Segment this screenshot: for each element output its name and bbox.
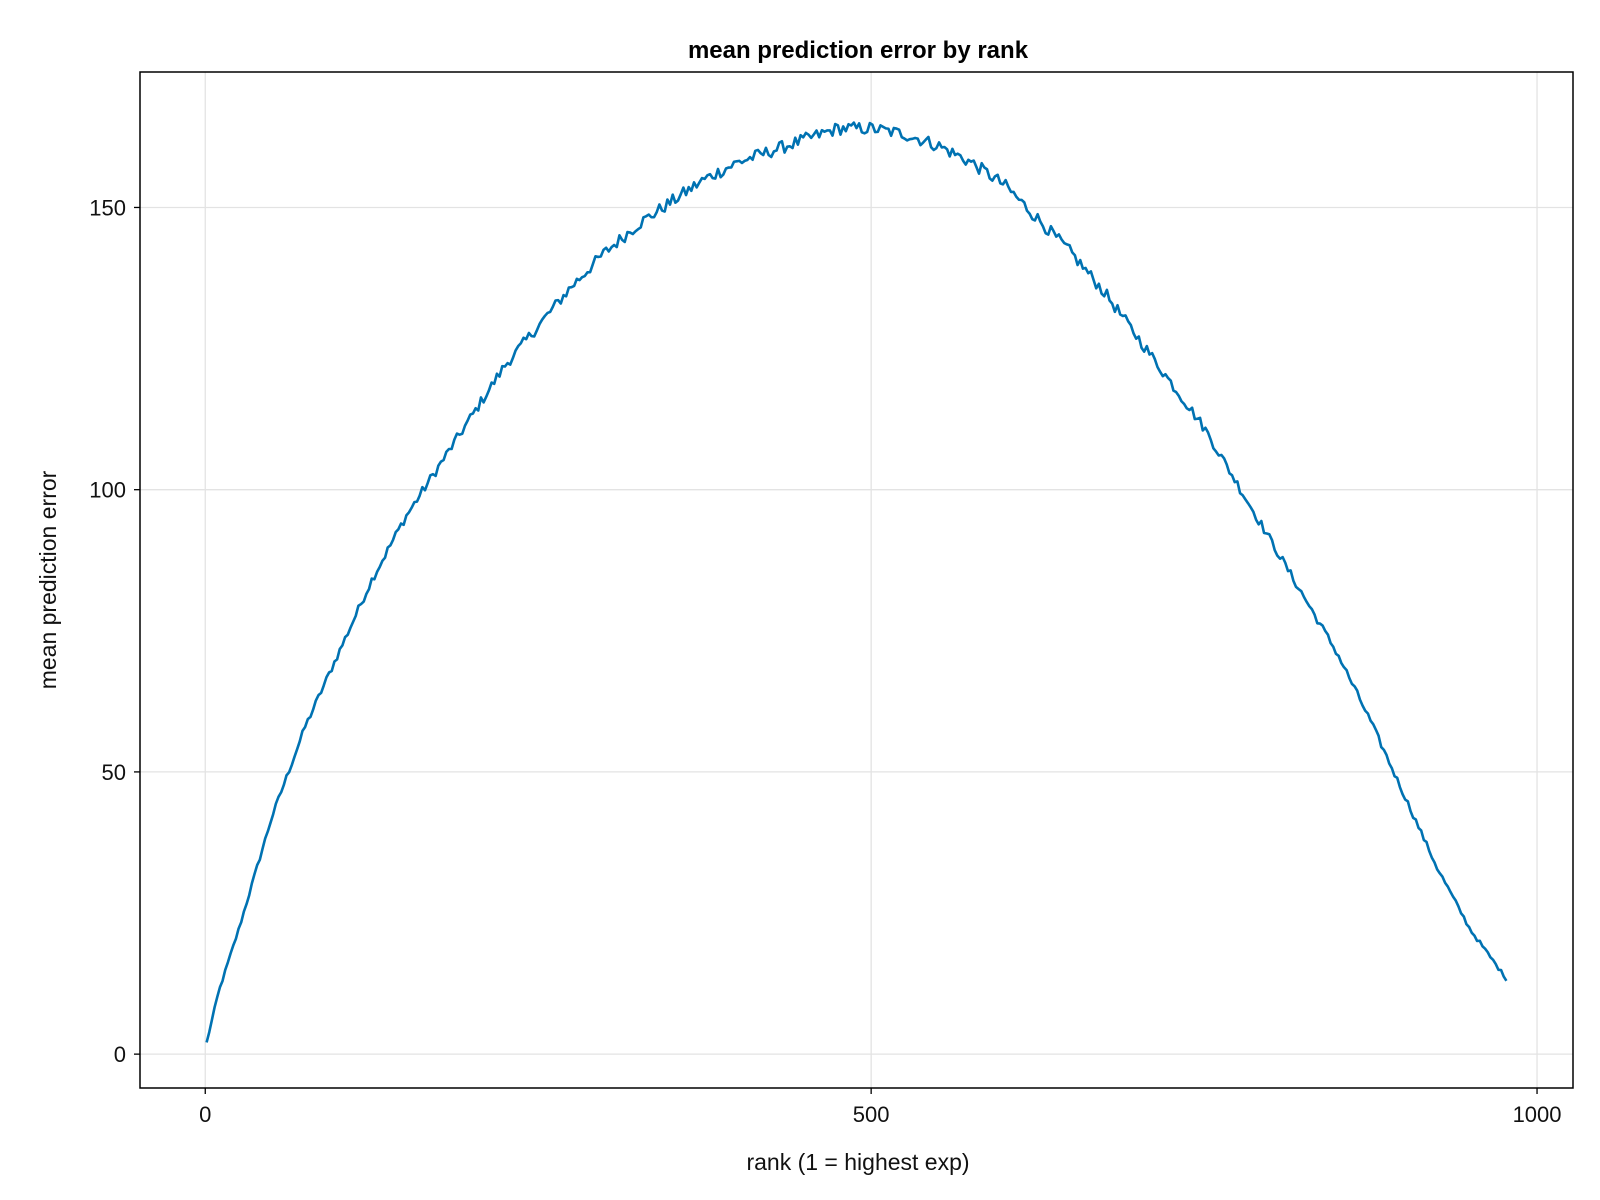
x-tick-label: 500	[853, 1102, 890, 1127]
chart-title: mean prediction error by rank	[688, 37, 1029, 64]
x-axis-label: rank (1 = highest exp)	[746, 1149, 969, 1175]
y-tick-label: 100	[89, 478, 126, 503]
series-group	[205, 121, 1508, 1043]
x-tick-label: 0	[199, 1102, 211, 1127]
y-tick-label: 0	[114, 1042, 126, 1067]
series-line-0	[205, 121, 1508, 1043]
axis-ticks: 0 500 1000 0 50 100 150	[89, 195, 1561, 1127]
plot-frame	[139, 71, 1574, 1089]
y-axis-label: mean prediction error	[35, 470, 61, 689]
x-tick-label: 1000	[1513, 1102, 1562, 1127]
y-tick-label: 150	[89, 195, 126, 220]
gridlines	[140, 72, 1573, 1088]
y-tick-label: 50	[102, 760, 126, 785]
